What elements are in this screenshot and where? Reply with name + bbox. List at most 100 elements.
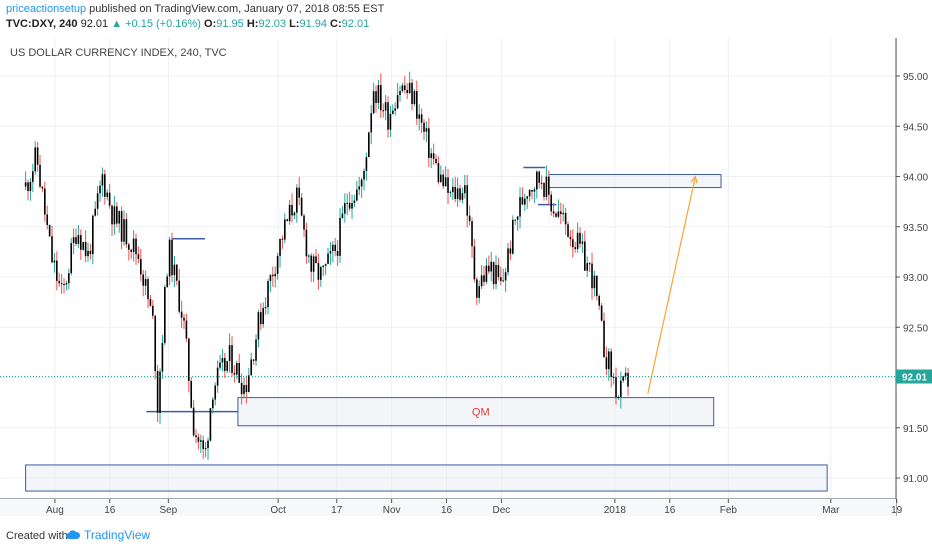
candle-body	[226, 361, 229, 371]
time-tick-label: Sep	[159, 505, 177, 516]
candle-body	[82, 242, 85, 250]
candle-body	[190, 380, 193, 408]
candle-body	[516, 216, 519, 220]
price-tick-label: 92.50	[903, 323, 928, 334]
candle-body	[238, 363, 241, 383]
candle-body	[192, 407, 195, 436]
time-tick-label: Feb	[720, 505, 738, 516]
candle-body	[459, 188, 461, 200]
candle-body	[156, 371, 159, 413]
candle-body	[245, 385, 248, 393]
candle-body	[101, 174, 104, 186]
candle-body	[154, 315, 157, 372]
candle-body	[521, 197, 524, 205]
candle-body	[620, 380, 622, 398]
footer: Created with TradingView	[0, 522, 932, 550]
candle-body	[171, 239, 173, 276]
candle-body	[80, 235, 82, 250]
candle-body	[250, 359, 253, 376]
candle-body	[617, 397, 620, 399]
candle-body	[233, 372, 236, 375]
zone-box	[237, 397, 715, 427]
candle-body	[478, 286, 481, 298]
candle-body	[200, 440, 202, 442]
candle-body	[456, 188, 459, 199]
candle-body	[358, 186, 361, 190]
candle-body	[255, 339, 257, 361]
candle-body	[603, 320, 605, 358]
candle-body	[485, 265, 488, 282]
candle-body	[161, 342, 164, 372]
candle-body	[216, 367, 219, 386]
qm-label: QM	[472, 407, 490, 419]
candle-body	[36, 147, 39, 165]
candle-body	[164, 286, 166, 343]
candle-body	[574, 247, 577, 249]
price-tick-label: 91.50	[903, 424, 928, 435]
candle-body	[185, 320, 188, 339]
candle-body	[312, 256, 315, 272]
candle-body	[195, 435, 197, 438]
close-value: 92.01	[341, 18, 370, 30]
close-label: C:	[330, 18, 342, 30]
publish-header: priceactionsetup published on TradingVie…	[0, 0, 932, 36]
chart-frame[interactable]: US DOLLAR CURRENCY INDEX, 240, TVC QM 91…	[0, 38, 932, 516]
candle-body	[339, 217, 341, 256]
candle-body	[96, 193, 99, 209]
candle-body	[588, 263, 591, 265]
candle-body	[420, 114, 423, 123]
last-price-tag-label: 92.01	[902, 372, 927, 383]
candle-body	[68, 273, 70, 284]
candle-body	[24, 182, 27, 187]
candle-body	[488, 265, 490, 272]
candle-body	[348, 202, 351, 209]
candle-body	[207, 440, 209, 449]
symbol-label: TVC:DXY, 240	[6, 18, 78, 30]
candle-body	[332, 244, 334, 252]
candle-body	[281, 238, 284, 240]
high-value: 92.03	[258, 18, 286, 30]
candle-body	[360, 179, 363, 187]
candle-body	[425, 128, 428, 132]
price-chart[interactable]: US DOLLAR CURRENCY INDEX, 240, TVC QM 91…	[0, 38, 932, 516]
candle-body	[173, 264, 176, 276]
open-value: 91.95	[216, 18, 244, 30]
candle-body	[440, 174, 442, 183]
candle-body	[56, 260, 58, 281]
candle-body	[413, 91, 416, 105]
candle-body	[65, 283, 68, 285]
candle-body	[615, 377, 617, 398]
tradingview-logo[interactable]: TradingView	[66, 528, 150, 542]
author-link[interactable]: priceactionsetup	[6, 3, 87, 15]
candle-body	[624, 372, 627, 377]
candle-body	[612, 376, 615, 378]
candle-body	[288, 204, 291, 222]
candle-body	[77, 235, 80, 244]
candle-body	[408, 82, 411, 94]
price-tick-label: 95.00	[903, 72, 928, 83]
candle-body	[51, 236, 53, 263]
projection-arrow	[647, 176, 696, 394]
candle-body	[106, 192, 109, 197]
candle-body	[540, 182, 543, 184]
candle-body	[336, 251, 339, 256]
cloud-icon	[66, 530, 80, 539]
candle-body	[406, 89, 409, 94]
candle-body	[34, 147, 37, 172]
candle-body	[204, 448, 207, 450]
candle-body	[72, 237, 75, 244]
price-tick-label: 91.00	[903, 474, 928, 485]
candle-body	[418, 114, 421, 119]
candle-body	[269, 274, 272, 282]
candle-body	[168, 239, 171, 277]
candle-body	[584, 241, 586, 271]
candle-body	[401, 85, 404, 92]
candle-body	[524, 198, 526, 205]
candle-body	[528, 190, 531, 197]
candle-body	[507, 248, 509, 273]
candles	[24, 71, 629, 460]
candle-body	[483, 275, 485, 282]
candle-body	[257, 312, 260, 340]
price-tick-label: 93.50	[903, 223, 928, 234]
candle-body	[276, 255, 279, 274]
